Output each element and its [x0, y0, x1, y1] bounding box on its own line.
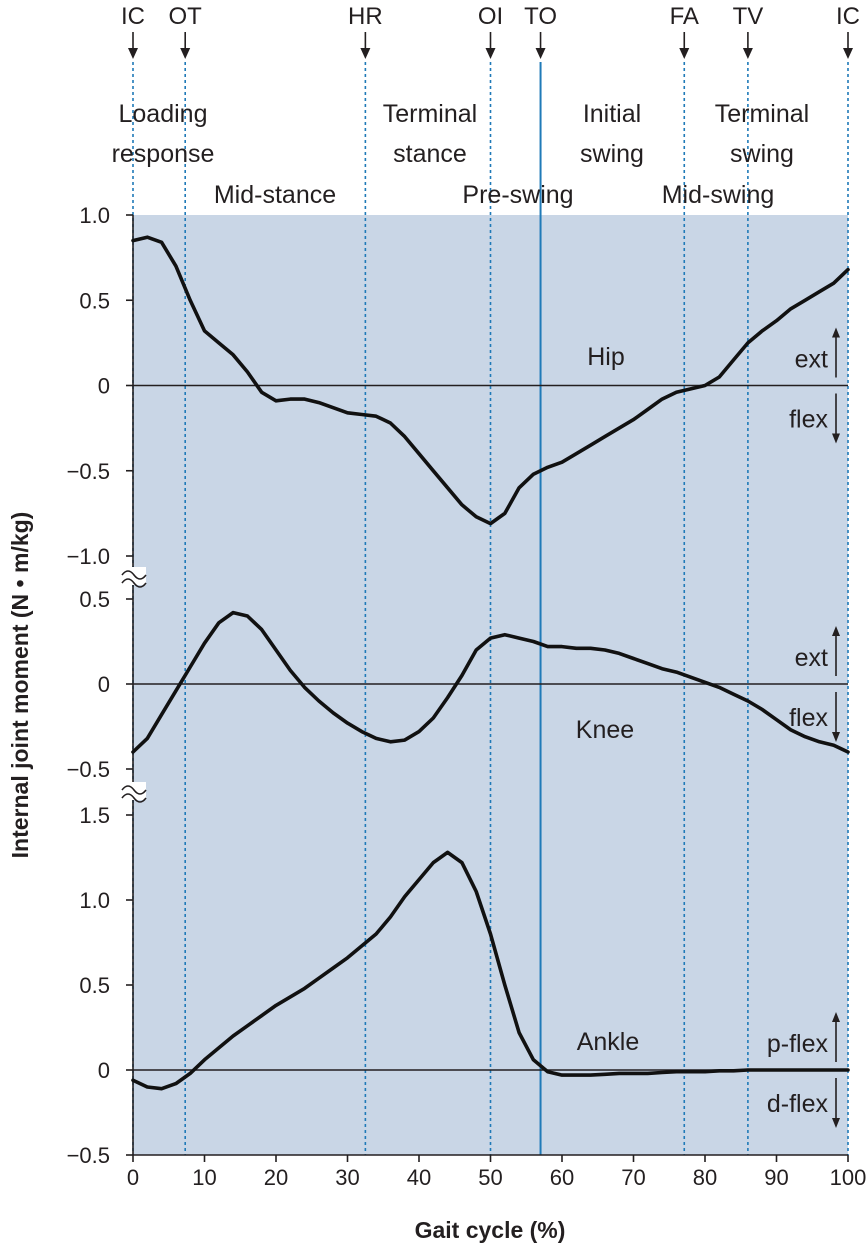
x-tick-label: 80: [693, 1165, 717, 1190]
event-label-ic: IC: [836, 3, 860, 30]
up-direction-label: ext: [795, 644, 828, 672]
axis-break-mark: [121, 785, 147, 795]
y-axis-title: Internal joint moment (N • m/kg): [7, 512, 33, 859]
event-arrowhead: [843, 48, 853, 59]
panel-annotations: Hip ext flex Knee ext flex Ankle p-flex d-flex: [576, 327, 840, 1128]
y-tick-label: 1.5: [79, 803, 110, 828]
up-arrowhead: [832, 626, 840, 636]
series-line-hip: [131, 235, 850, 526]
phase-label: Initial: [583, 100, 641, 128]
gait-event-markers: IC OT HR OI TO FA TV IC: [121, 3, 860, 1155]
phase-label: swing: [730, 140, 794, 168]
down-arrowhead: [832, 433, 840, 444]
event-label-ic: IC: [121, 3, 145, 30]
event-arrowhead: [679, 48, 690, 59]
phase-label: Mid-swing: [662, 181, 775, 209]
event-label-to: TO: [524, 3, 557, 30]
event-arrowhead: [742, 48, 753, 59]
event-label-fa: FA: [670, 3, 699, 30]
event-arrowhead: [360, 48, 371, 59]
x-tick-label: 60: [550, 1165, 574, 1190]
phase-label: Pre-swing: [462, 181, 573, 209]
event-label-tv: TV: [733, 3, 764, 30]
axis-break-mark: [121, 793, 147, 803]
event-label-ot: OT: [169, 3, 203, 30]
y-tick-label: 0.5: [79, 288, 110, 313]
phase-label: Terminal: [383, 100, 477, 128]
phase-labels: Loading response Mid-stance Terminal stance P…: [112, 100, 810, 209]
up-arrowhead: [832, 1012, 840, 1022]
x-axis-title: Gait cycle (%): [415, 1217, 566, 1243]
down-arrowhead: [832, 732, 840, 742]
down-direction-label: flex: [789, 406, 828, 434]
y-tick-label: 0: [98, 672, 110, 697]
axis-break-mark: [121, 570, 147, 580]
panel-name-knee: Knee: [576, 716, 634, 744]
x-tick-label: 50: [478, 1165, 502, 1190]
phase-label: swing: [580, 140, 644, 168]
phase-label: Loading: [119, 100, 208, 128]
x-tick-label: 0: [127, 1165, 139, 1190]
x-tick-label: 30: [335, 1165, 359, 1190]
x-tick-label: 10: [192, 1165, 216, 1190]
x-tick-label: 90: [764, 1165, 788, 1190]
down-direction-label: d-flex: [767, 1090, 829, 1118]
axes: 0 10 20 30 40 50 60 70 80 90 100 1.0 0.5 0 −0.5 −1.0 0.5…: [67, 203, 867, 1190]
x-tick-label: 100: [830, 1165, 867, 1190]
event-arrowhead: [180, 48, 191, 59]
curves: [131, 235, 850, 1091]
panel-name-ankle: Ankle: [577, 1028, 640, 1056]
event-label-hr: HR: [348, 3, 383, 30]
event-arrowhead: [535, 48, 546, 59]
y-tick-label: 1.0: [79, 888, 110, 913]
up-direction-label: p-flex: [767, 1030, 829, 1058]
x-tick-label: 20: [264, 1165, 288, 1190]
event-label-oi: OI: [478, 3, 503, 30]
y-tick-label: −0.5: [67, 1143, 110, 1168]
phase-label: Mid-stance: [214, 181, 336, 209]
y-tick-label: −0.5: [67, 459, 110, 484]
phase-label: stance: [393, 140, 467, 168]
y-tick-label: −0.5: [67, 757, 110, 782]
y-tick-label: 0.5: [79, 587, 110, 612]
y-tick-label: 1.0: [79, 203, 110, 228]
series-line-knee: [131, 610, 850, 754]
y-tick-label: 0.5: [79, 973, 110, 998]
down-arrowhead: [832, 1118, 840, 1128]
up-arrowhead: [832, 327, 840, 338]
x-tick-label: 40: [407, 1165, 431, 1190]
axis-break-mark: [121, 578, 147, 588]
phase-label: response: [112, 140, 215, 168]
panel-name-hip: Hip: [587, 343, 625, 371]
y-tick-label: 0: [98, 374, 110, 399]
down-direction-label: flex: [789, 704, 828, 732]
phase-label: Terminal: [715, 100, 809, 128]
up-direction-label: ext: [795, 346, 828, 374]
x-tick-label: 70: [621, 1165, 645, 1190]
y-tick-label: −1.0: [67, 544, 110, 569]
y-tick-label: 0: [98, 1058, 110, 1083]
event-arrowhead: [128, 48, 138, 59]
event-arrowhead: [485, 48, 496, 59]
series-line-ankle: [131, 850, 850, 1091]
